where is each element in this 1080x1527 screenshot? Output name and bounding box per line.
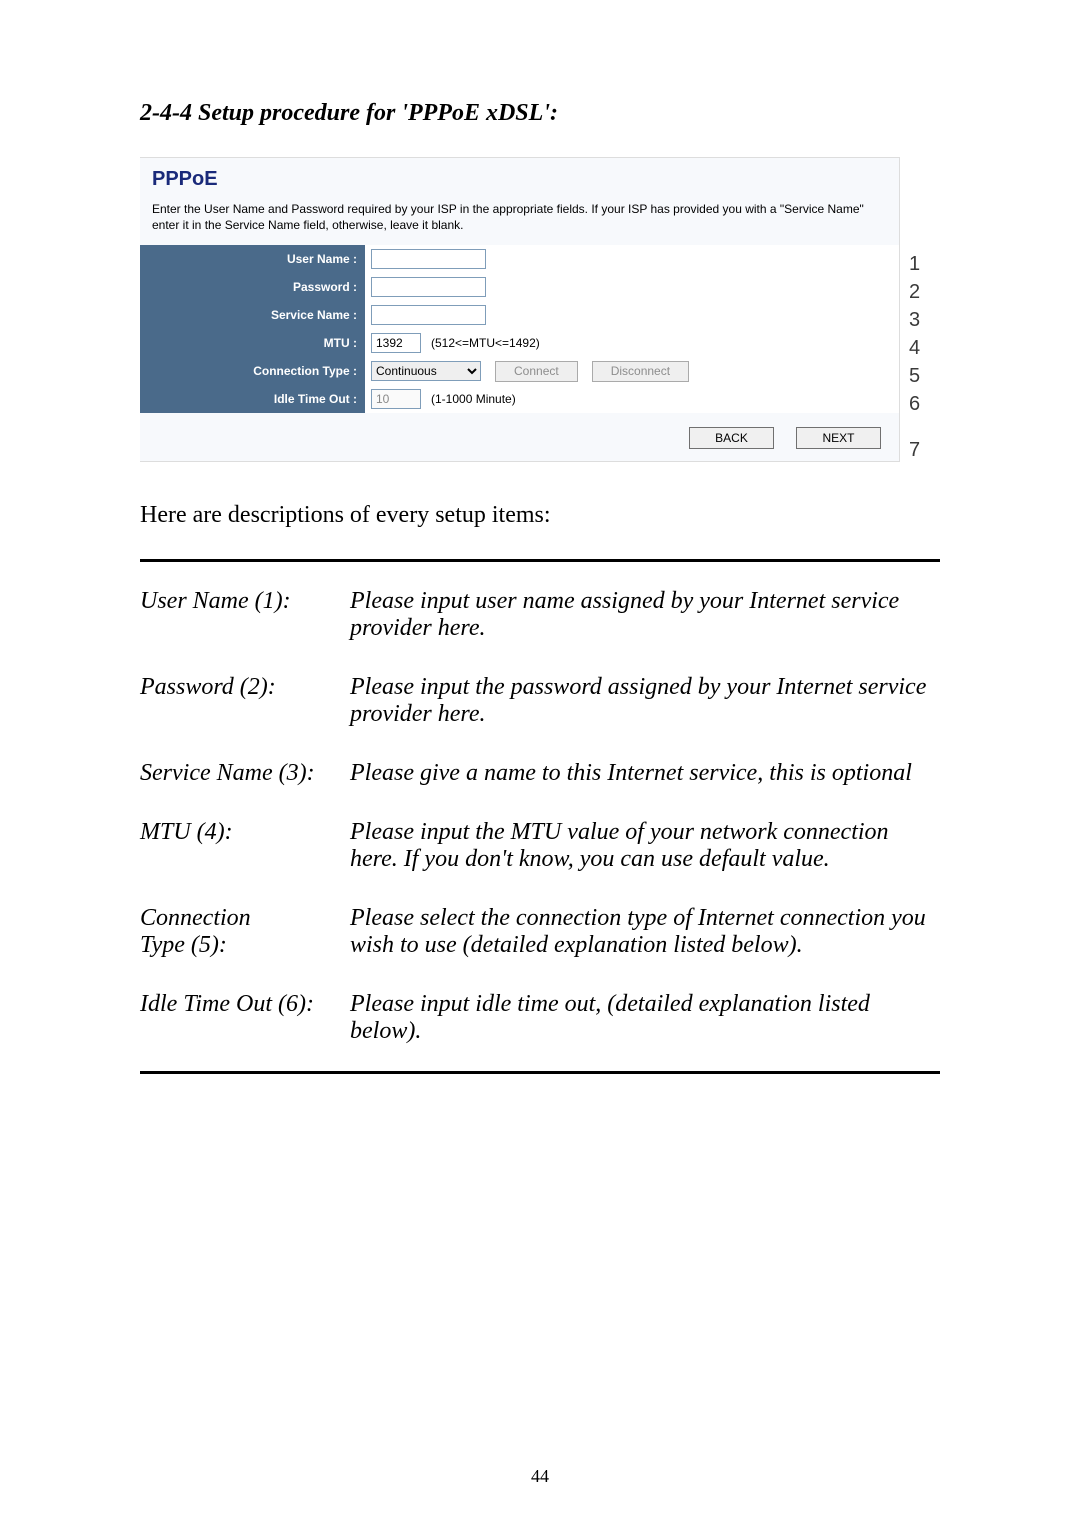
mtu-label: MTU : — [140, 329, 365, 357]
connect-button[interactable]: Connect — [495, 361, 578, 382]
callout-3: 3 — [905, 306, 925, 334]
desc-label-line2: Type (5): — [140, 932, 227, 958]
desc-text: Please select the connection type of Int… — [350, 889, 940, 975]
connection-type-label: Connection Type : — [140, 357, 365, 385]
desc-label: User Name (1): — [140, 572, 350, 658]
desc-label: Service Name (3): — [140, 744, 350, 803]
pppoe-panel: PPPoE Enter the User Name and Password r… — [140, 157, 900, 462]
password-label: Password : — [140, 273, 365, 301]
pppoe-title: PPPoE — [152, 168, 218, 190]
pppoe-form-table: User Name : Password : Service Name : MT… — [140, 245, 899, 413]
back-button[interactable]: BACK — [689, 427, 774, 449]
idle-timeout-input[interactable] — [371, 389, 421, 409]
service-name-input[interactable] — [371, 305, 486, 325]
pppoe-header: PPPoE — [140, 158, 899, 197]
service-name-label: Service Name : — [140, 301, 365, 329]
description-table: User Name (1): Please input user name as… — [140, 572, 940, 1061]
callout-6: 6 — [905, 390, 925, 418]
desc-text: Please input the password assigned by yo… — [350, 658, 940, 744]
desc-label: Password (2): — [140, 658, 350, 744]
callout-1: 1 — [905, 250, 925, 278]
section-title: 2-4-4 Setup procedure for 'PPPoE xDSL': — [140, 100, 940, 127]
desc-text: Please input idle time out, (detailed ex… — [350, 975, 940, 1061]
desc-label: Idle Time Out (6): — [140, 975, 350, 1061]
pppoe-description: Enter the User Name and Password require… — [140, 197, 899, 245]
desc-label: MTU (4): — [140, 803, 350, 889]
page-number: 44 — [0, 1466, 1080, 1487]
desc-text: Please input the MTU value of your netwo… — [350, 803, 940, 889]
idle-timeout-label: Idle Time Out : — [140, 385, 365, 413]
callout-5: 5 — [905, 362, 925, 390]
intro-sentence: Here are descriptions of every setup ite… — [140, 502, 940, 529]
password-input[interactable] — [371, 277, 486, 297]
callout-column: 1 2 3 4 5 6 7 — [905, 250, 925, 464]
next-button[interactable]: NEXT — [796, 427, 881, 449]
desc-text: Please input user name assigned by your … — [350, 572, 940, 658]
disconnect-button[interactable]: Disconnect — [592, 361, 689, 382]
description-table-wrap: User Name (1): Please input user name as… — [140, 559, 940, 1074]
nav-row: BACK NEXT — [140, 413, 899, 461]
desc-label-line1: Connection — [140, 905, 251, 931]
idle-timeout-hint: (1-1000 Minute) — [431, 392, 516, 406]
user-name-label: User Name : — [140, 245, 365, 273]
callout-7: 7 — [905, 436, 925, 464]
callout-4: 4 — [905, 334, 925, 362]
connection-type-select[interactable]: Continuous — [371, 361, 481, 381]
mtu-input[interactable] — [371, 333, 421, 353]
user-name-input[interactable] — [371, 249, 486, 269]
desc-label: Connection Type (5): — [140, 889, 350, 975]
desc-text: Please give a name to this Internet serv… — [350, 744, 940, 803]
callout-2: 2 — [905, 278, 925, 306]
mtu-hint: (512<=MTU<=1492) — [431, 336, 540, 350]
